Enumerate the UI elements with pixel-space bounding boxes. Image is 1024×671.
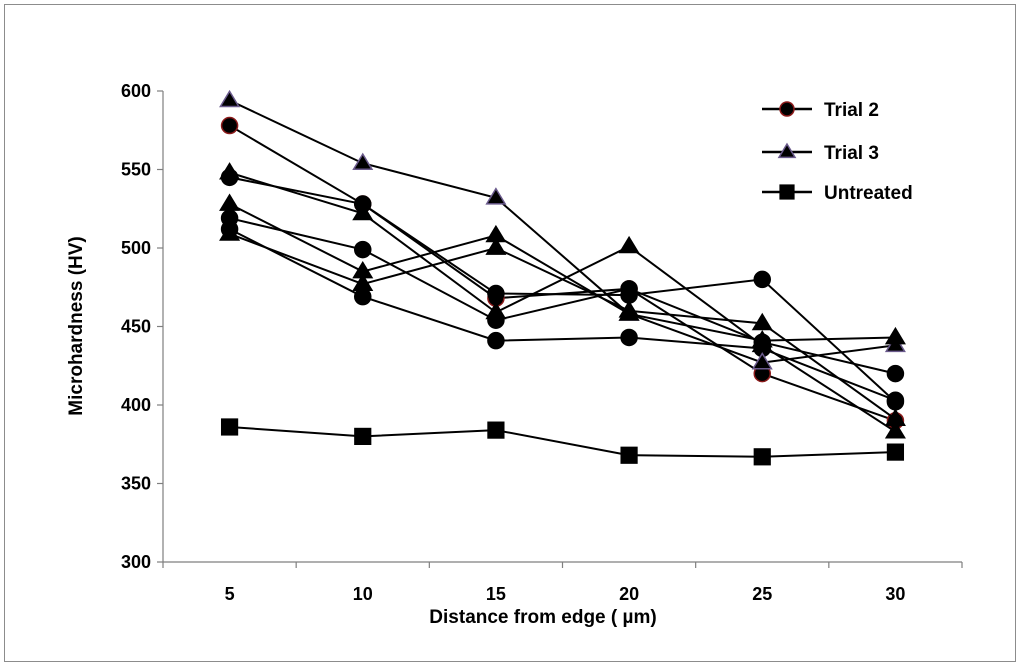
series-layer [219,89,906,466]
data-point-circle [886,391,905,410]
data-point-square [220,418,239,436]
data-point-circle [354,287,372,306]
data-point-triangle [219,162,241,180]
y-tick-label: 600 [121,81,151,101]
data-point-circle [220,116,239,135]
legend-label: Untreated [824,183,913,204]
data-point-square [487,421,505,439]
y-tick-label: 500 [121,238,151,258]
data-point-triangle [219,193,241,211]
data-point-triangle [485,301,507,320]
series-line [229,176,897,403]
data-point-circle [620,280,638,298]
data-point-triangle [352,202,374,221]
data-point-triangle [751,312,773,331]
axes: 300 350 400 450 500 550 600 5 10 15 20 25 30 [121,81,963,604]
data-point-triangle [884,326,906,345]
y-tick-label: 550 [121,160,151,180]
x-tick-label: 20 [619,584,639,604]
series-2 [220,209,905,383]
legend-marker-triangle [777,142,797,159]
legend-label: Trial 2 [824,100,879,121]
series-7 [219,223,906,426]
data-point-triangle [751,330,773,348]
data-point-circle [487,284,505,303]
x-tick-label: 30 [885,584,905,604]
y-tick-label: 300 [121,552,151,572]
series-line [229,232,897,420]
data-point-triangle [352,273,374,291]
data-point-triangle [618,235,640,254]
y-axis-title: Microhardness (HV) [66,236,87,415]
y-tick-label: 400 [121,395,151,415]
data-point-square [886,443,905,461]
x-axis-title: Distance from edge ( µm) [429,607,656,628]
series-5 [219,162,906,439]
legend-label: Trial 3 [824,143,879,164]
legend-entry: Untreated [762,183,913,204]
series-line [229,228,896,402]
data-point-circle [620,328,638,347]
x-tick-label: 25 [752,584,772,604]
data-point-triangle [219,89,241,108]
chart-frame [4,4,1016,662]
data-point-circle [487,331,505,350]
series-line [229,99,896,364]
x-tick-label: 5 [225,584,235,604]
series-4 [219,89,906,370]
series-line [229,171,896,433]
y-tick-label: 450 [121,317,151,337]
data-point-square [753,448,771,466]
y-tick-label: 350 [121,474,151,494]
data-point-circle [886,364,905,383]
series-line [229,217,896,375]
legend-marker-square [779,184,795,200]
data-point-triangle [352,152,374,171]
data-point-triangle [485,187,507,205]
data-point-triangle [751,352,773,370]
data-point-square [354,427,372,445]
legend: Trial 2 Trial 3 Untreated [762,100,913,204]
series-3 [220,220,905,410]
data-point-square [620,446,638,464]
legend-entry: Trial 2 [762,100,879,121]
series-line [229,124,896,422]
series-8 [220,418,905,466]
series-6 [219,193,906,348]
data-point-triangle [618,300,640,318]
series-1 [220,168,905,411]
legend-marker-circle [779,101,795,117]
x-tick-label: 15 [486,584,506,604]
data-point-triangle [485,237,507,255]
data-point-circle [354,240,372,259]
data-point-triangle [219,223,241,241]
data-point-triangle [884,408,906,426]
data-point-circle [753,270,771,289]
legend-entry: Trial 3 [762,142,879,164]
series-line [229,425,896,458]
data-point-triangle [884,421,906,439]
series-0 [220,116,905,430]
x-tick-label: 10 [353,584,373,604]
